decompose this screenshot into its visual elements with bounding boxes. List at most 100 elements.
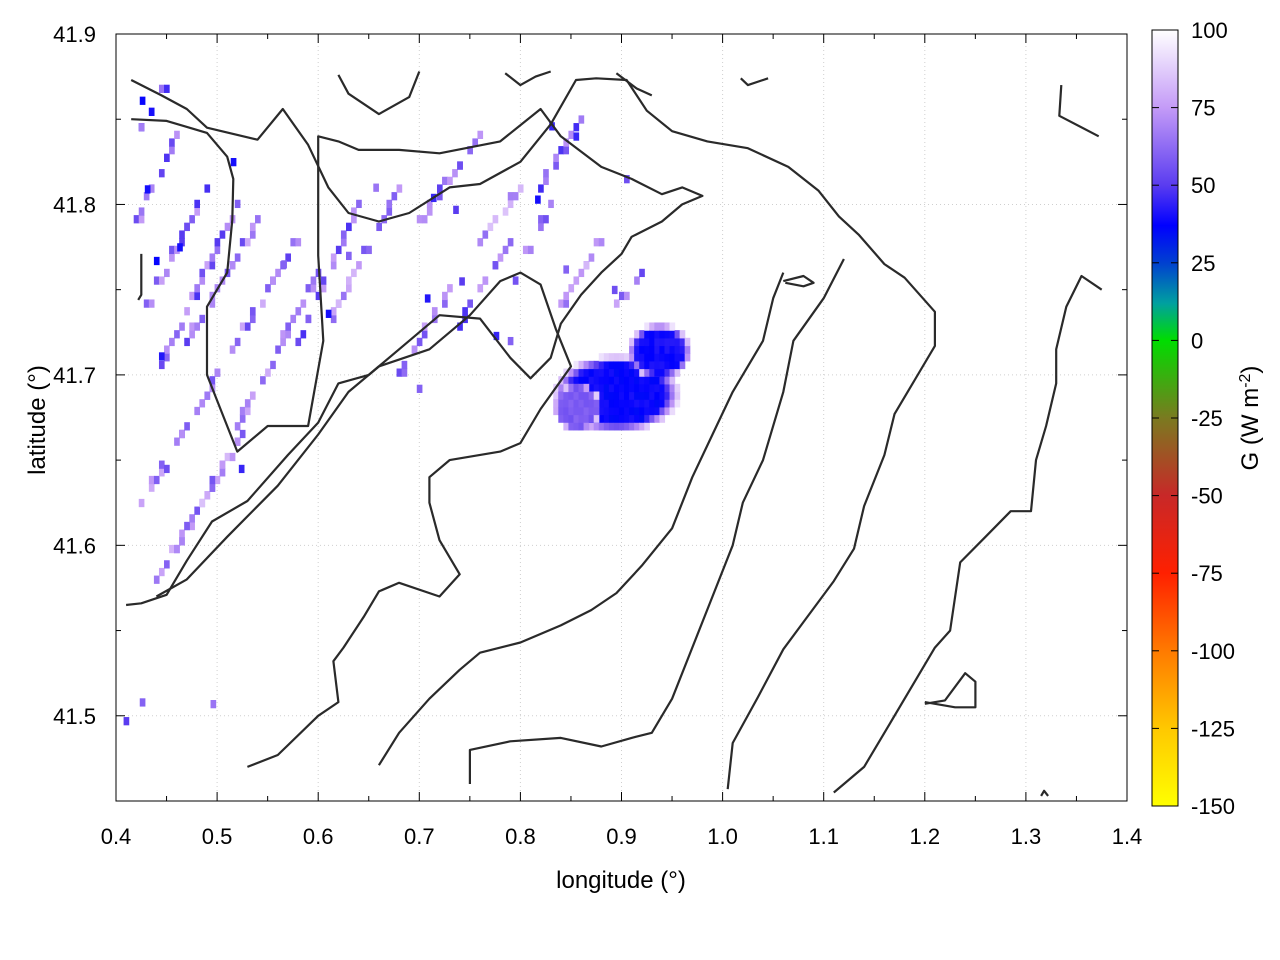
heatmap-stripe-cell — [305, 314, 312, 324]
heatmap-stripe-cell — [164, 353, 170, 362]
heatmap-stripe-cell — [563, 299, 570, 308]
heatmap-blob-cell — [558, 399, 564, 408]
contour-line — [1058, 85, 1100, 138]
heatmap-stripe-cell — [189, 322, 195, 331]
heatmap-stripe-cell — [295, 238, 302, 247]
heatmap-blob-cell — [613, 391, 620, 400]
heatmap-blob-cell — [649, 322, 655, 331]
heatmap-blob-cell — [573, 376, 580, 385]
contour-line — [337, 71, 421, 116]
heatmap-blob-cell — [558, 383, 564, 393]
heatmap-stripe-cell — [290, 314, 297, 324]
heatmap-blob-cell — [608, 391, 615, 400]
heatmap-stripe-cell — [174, 330, 180, 339]
heatmap-blob-cell — [588, 368, 595, 377]
heatmap-stripe-cell — [553, 153, 559, 163]
heatmap-stripe-cell — [401, 368, 408, 377]
heatmap-stripe-cell — [209, 299, 216, 308]
heatmap-blob-cell — [669, 330, 676, 339]
heatmap-cell — [346, 251, 352, 261]
heatmap-cell — [164, 464, 170, 474]
heatmap-stripe-cell — [184, 521, 190, 531]
heatmap-stripe-cell — [391, 192, 398, 201]
heatmap-blob-cell — [618, 406, 625, 416]
heatmap-stripe-cell — [199, 314, 206, 324]
heatmap-stripe-cell — [234, 253, 241, 262]
heatmap-blob-cell — [674, 391, 681, 400]
heatmap-blob-cell — [608, 383, 615, 393]
heatmap-blob-cell — [634, 337, 640, 347]
heatmap-stripe-cell — [482, 230, 489, 239]
heatmap-blob-cell — [634, 383, 640, 393]
heatmap-blob-cell — [639, 391, 645, 400]
heatmap-stripe-cell — [442, 291, 448, 301]
heatmap-blob-cell — [639, 330, 645, 339]
heatmap-blob-cell — [624, 383, 630, 393]
heatmap-blob-cell — [644, 345, 650, 354]
heatmap-blob-cell — [593, 422, 600, 431]
heatmap-blob-cell — [578, 406, 585, 416]
heatmap-stripe-cell — [563, 138, 570, 147]
heatmap-blob-cell — [649, 391, 655, 400]
x-tick-label: 0.5 — [202, 824, 233, 849]
x-tick-label: 0.9 — [606, 824, 637, 849]
x-tick-label: 0.8 — [505, 824, 536, 849]
heatmap-stripe-cell — [416, 215, 423, 224]
heatmap-blob-cell — [613, 414, 620, 423]
heatmap-stripe-cell — [194, 207, 201, 216]
heatmap-blob-cell — [659, 414, 666, 423]
heatmap-stripe-cell — [300, 299, 307, 308]
heatmap-stripe-cell — [442, 176, 448, 186]
heatmap-blob-cell — [659, 353, 666, 362]
heatmap-blob-cell — [593, 383, 600, 393]
heatmap-stripe-cell — [158, 276, 165, 285]
heatmap-stripe-cell — [578, 115, 585, 124]
heatmap-cell — [144, 185, 151, 194]
heatmap-stripe-cell — [346, 222, 352, 232]
heatmap-blob-cell — [608, 368, 615, 377]
heatmap-stripe-cell — [143, 299, 150, 308]
heatmap-stripe-cell — [133, 215, 140, 224]
heatmap-blob-cell — [649, 353, 655, 362]
heatmap-cell — [177, 243, 183, 252]
heatmap-stripe-cell — [179, 537, 185, 546]
heatmap-blob-cell — [644, 376, 650, 385]
heatmap-blob-cell — [644, 414, 650, 423]
heatmap-blob-cell — [629, 337, 635, 347]
heatmap-blob-cell — [629, 399, 635, 408]
heatmap-stripe-cell — [346, 284, 352, 293]
heatmap-blob-cell — [664, 368, 671, 377]
heatmap-stripe-cell — [169, 138, 175, 147]
heatmap-stripe-cell — [275, 345, 281, 354]
heatmap-blob-cell — [563, 422, 570, 431]
contour-line — [155, 271, 573, 768]
heatmap-stripe-cell — [199, 498, 206, 508]
heatmap-blob-cell — [659, 376, 666, 385]
heatmap-blob-cell — [659, 322, 666, 331]
heatmap-stripe-cell — [169, 146, 175, 155]
heatmap-stripe-cell — [310, 284, 317, 293]
heatmap-blob-cell — [654, 406, 661, 416]
heatmap-stripe-cell — [507, 199, 514, 209]
heatmap-blob-cell — [583, 414, 590, 423]
heatmap-blob-cell — [624, 368, 630, 377]
heatmap-blob-cell — [593, 406, 600, 416]
heatmap-cell — [624, 175, 630, 184]
heatmap-cell — [139, 698, 146, 707]
heatmap-blob-cell — [654, 399, 661, 408]
heatmap-stripe-cell — [224, 222, 231, 232]
heatmap-blob-cell — [624, 353, 630, 362]
heatmap-blob-cell — [603, 391, 610, 400]
heatmap-cell — [611, 285, 618, 295]
heatmap-blob-cell — [573, 399, 580, 408]
heatmap-blob-cell — [598, 353, 605, 362]
heatmap-stripe-cell — [234, 422, 241, 431]
heatmap-stripe-cell — [244, 238, 251, 247]
colorbar-title-close: ) — [1237, 366, 1264, 374]
heatmap-stripe-cell — [260, 376, 266, 385]
heatmap-blob-cell — [608, 414, 615, 423]
heatmap-blob-cell — [679, 330, 686, 339]
heatmap-stripe-cell — [224, 452, 231, 462]
heatmap-stripe-cell — [189, 514, 195, 523]
heatmap-stripe-cell — [194, 284, 201, 293]
